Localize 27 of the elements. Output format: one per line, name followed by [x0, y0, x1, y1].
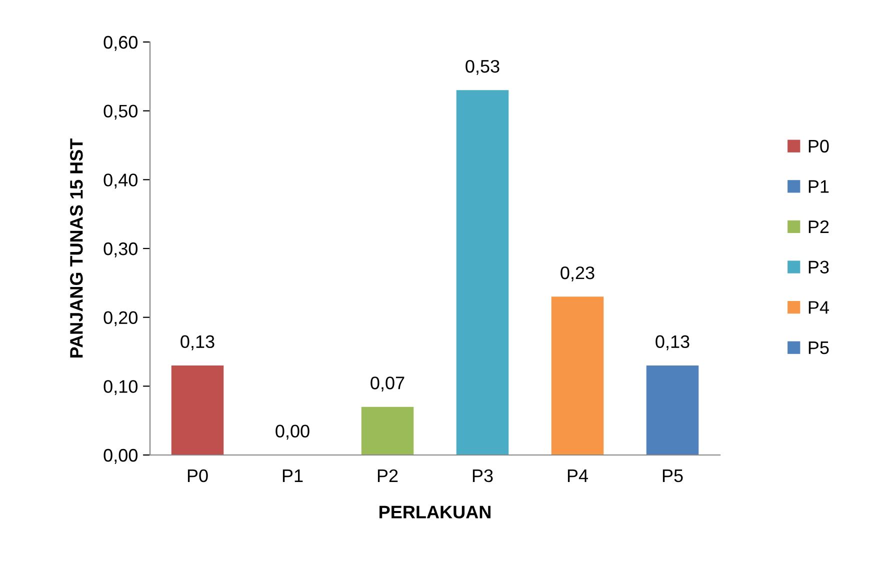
data-label: 0,00 [276, 424, 310, 440]
x-tick-label: P1 [282, 470, 303, 482]
legend-label: P2 [808, 220, 829, 234]
legend-label: P1 [808, 180, 829, 193]
y-tick-label: 0,00 [104, 448, 138, 464]
legend-label: P5 [808, 342, 829, 354]
data-label: 0,13 [656, 335, 690, 350]
data-label: 0,23 [560, 266, 594, 282]
legend-label: P3 [808, 260, 829, 274]
x-axis-title: PERLAKUAN [380, 506, 490, 518]
y-tick-label: 0,30 [104, 242, 138, 258]
x-tick-label: P3 [472, 469, 493, 482]
legend-label: P4 [808, 301, 829, 314]
x-tick-label: P2 [378, 469, 398, 482]
y-tick-label: 0,60 [104, 36, 138, 51]
data-label: 0,07 [370, 376, 404, 392]
data-label: 0,13 [180, 335, 214, 350]
y-tick-label: 0,50 [104, 104, 138, 120]
y-tick-label: 0,40 [104, 174, 138, 189]
data-label: 0,53 [466, 60, 500, 75]
x-tick-label: P0 [188, 469, 208, 482]
y-tick-label: 0,20 [104, 311, 138, 326]
y-axis-title: PANJANG TUNAS 15 HST [70, 138, 83, 358]
legend-label: P0 [808, 140, 829, 153]
x-tick-label: P4 [568, 470, 588, 482]
y-tick-label: 0,10 [104, 380, 138, 396]
x-tick-label: P5 [662, 470, 683, 482]
